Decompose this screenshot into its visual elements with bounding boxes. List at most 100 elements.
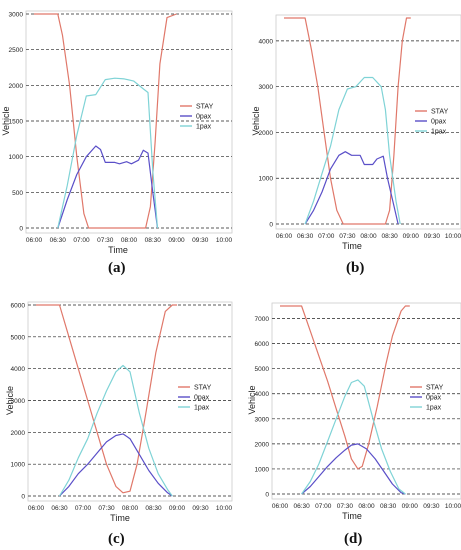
y-tick-label: 1000 [11, 462, 26, 469]
x-tick-label: 09:30 [423, 503, 440, 510]
chart-a: 0 500 1000 1500 2000 2500 3000 06:00 06:30 07:00 0… [1, 10, 233, 255]
x-tick-label: 10:00 [216, 237, 233, 244]
x-tick-label: 08:30 [380, 503, 397, 510]
y-tick-label: 4000 [259, 38, 274, 45]
y-tick-label: 1000 [255, 466, 270, 473]
x-tick-label: 10:00 [445, 503, 461, 510]
chart-d: 0 1000 2000 3000 4000 5000 6000 7000 06:00 06:30 0… [247, 302, 461, 521]
chart-b: 0 1000 2000 3000 4000 06:00 06:30 07:00 07:30 08:… [251, 14, 461, 251]
x-tick-label: 09:00 [169, 505, 186, 512]
x-tick-label: 06:30 [293, 503, 310, 510]
y-tick-label: 2000 [259, 130, 274, 137]
y-tick-label: 500 [12, 190, 23, 197]
x-tick-label: 07:30 [98, 505, 115, 512]
x-tick-label: 09:00 [168, 237, 185, 244]
legend-label: 1pax [431, 129, 447, 136]
y-tick-label: 1500 [9, 119, 24, 126]
y-axis-label: Vehicle [5, 386, 15, 415]
x-tick-label: 07:00 [75, 505, 92, 512]
legend-label: STAY [196, 104, 214, 111]
chart-panel-c: 0 1000 2000 3000 4000 5000 6000 06:00 06:30 07:00… [0, 288, 233, 550]
y-tick-label: 2500 [9, 47, 24, 54]
y-tick-label: 1000 [9, 154, 24, 161]
x-tick-label: 06:30 [51, 505, 68, 512]
x-tick-label: 07:30 [337, 503, 354, 510]
x-tick-label: 09:30 [192, 505, 209, 512]
chart-c: 0 1000 2000 3000 4000 5000 6000 06:00 06:30 07:00… [5, 301, 233, 523]
series-line-stay [36, 304, 177, 494]
series-line-stay [34, 13, 177, 229]
y-axis-label: Vehicle [1, 106, 11, 135]
series-line-1pax [304, 76, 401, 225]
legend-label: 1pax [196, 124, 212, 131]
y-tick-label: 0 [21, 494, 25, 501]
series-line-0pax [57, 145, 159, 229]
series-line-stay [280, 305, 410, 470]
y-tick-label: 3000 [11, 398, 26, 405]
x-tick-label: 09:00 [403, 233, 420, 240]
y-tick-label: 5000 [11, 334, 26, 341]
legend-label: 1pax [194, 405, 210, 412]
y-tick-label: 1000 [259, 176, 274, 183]
y-tick-label: 3000 [9, 12, 24, 19]
legend-label: 0pax [194, 395, 210, 402]
plot-frame [275, 14, 461, 230]
chart-panel-d: 0 1000 2000 3000 4000 5000 6000 7000 06:00 06:30 0… [232, 288, 461, 550]
caption-b: (b) [346, 260, 365, 276]
legend-label: 1pax [426, 405, 442, 412]
x-tick-label: 10:00 [216, 505, 233, 512]
plot-frame [27, 301, 233, 502]
legend-label: STAY [194, 385, 212, 392]
x-tick-label: 08:00 [121, 237, 138, 244]
series-line-0pax [301, 443, 406, 495]
x-tick-label: 08:00 [358, 503, 375, 510]
series-line-stay [284, 17, 411, 225]
legend-label: STAY [431, 109, 449, 116]
y-tick-label: 2000 [9, 83, 24, 90]
x-tick-label: 06:00 [276, 233, 293, 240]
x-tick-label: 06:00 [272, 503, 289, 510]
x-tick-label: 09:30 [424, 233, 441, 240]
y-tick-label: 4000 [11, 366, 26, 373]
y-tick-label: 5000 [255, 366, 270, 373]
series-line-1pax [58, 364, 173, 497]
x-tick-label: 10:00 [445, 233, 461, 240]
legend-label: 0pax [196, 114, 212, 121]
x-tick-label: 08:00 [360, 233, 377, 240]
y-tick-label: 6000 [11, 303, 26, 310]
legend-label: STAY [426, 385, 444, 392]
y-tick-label: 7000 [255, 316, 270, 323]
y-tick-label: 4000 [255, 391, 270, 398]
plot-frame [25, 10, 233, 234]
series-line-1pax [57, 77, 159, 229]
x-tick-label: 08:00 [122, 505, 139, 512]
chart-panel-b: 0 1000 2000 3000 4000 06:00 06:30 07:00 07:30 08:… [232, 0, 461, 285]
x-tick-label: 08:30 [145, 505, 162, 512]
x-tick-label: 06:30 [50, 237, 67, 244]
x-tick-label: 08:30 [145, 237, 162, 244]
series-line-0pax [304, 151, 399, 225]
y-tick-label: 0 [19, 226, 23, 233]
y-tick-label: 2000 [255, 441, 270, 448]
y-tick-label: 0 [265, 492, 269, 499]
caption-a: (a) [108, 260, 126, 276]
plot-frame [271, 302, 461, 500]
y-tick-label: 0 [269, 222, 273, 229]
x-tick-label: 07:30 [339, 233, 356, 240]
x-tick-label: 07:00 [315, 503, 332, 510]
caption-c: (c) [108, 531, 125, 547]
x-tick-label: 07:00 [73, 237, 90, 244]
x-tick-label: 09:30 [192, 237, 209, 244]
y-tick-label: 2000 [11, 430, 26, 437]
y-tick-label: 3000 [255, 416, 270, 423]
legend-label: 0pax [426, 395, 442, 402]
x-axis-label: Time [108, 245, 128, 255]
y-axis-label: Vehicle [251, 106, 261, 135]
y-axis-label: Vehicle [247, 385, 257, 414]
x-tick-label: 07:00 [318, 233, 335, 240]
legend-label: 0pax [431, 119, 447, 126]
x-tick-label: 08:30 [381, 233, 398, 240]
x-tick-label: 07:30 [97, 237, 114, 244]
x-axis-label: Time [110, 513, 130, 523]
x-axis-label: Time [342, 241, 362, 251]
